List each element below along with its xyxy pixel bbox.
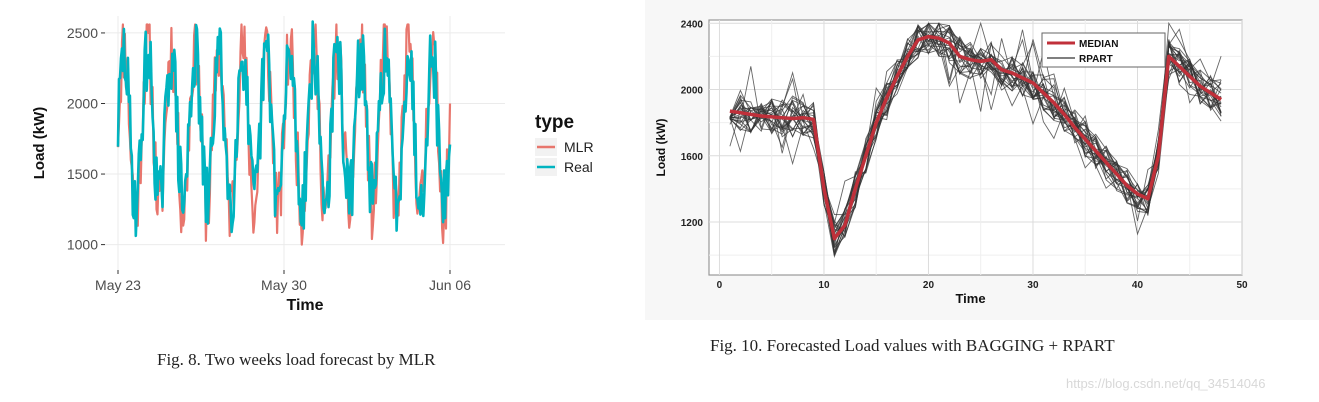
watermark: https://blog.csdn.net/qq_34514046 [1066,376,1266,391]
y-tick-label: 2000 [681,86,704,97]
x-axis-title: Time [955,291,985,306]
legend-label-real: Real [564,159,593,175]
chart-bagging-rpart: 1200 1600 2000 2400 0 10 20 30 40 50 Time Load (kW)… [645,0,1319,320]
legend-label-median: MEDIAN [1079,39,1118,50]
y-tick-label: 2400 [681,19,704,30]
series-line-median [729,34,1223,241]
caption-fig8: Fig. 8. Two weeks load forecast by MLR [157,350,436,369]
y-tick-label: 1500 [67,166,98,182]
legend-label-rpart: RPART [1079,54,1113,65]
x-tick-label: May 30 [261,277,307,293]
x-tick-label: May 23 [95,277,141,293]
y-tick-label: 1200 [681,218,704,229]
legend-title: type [535,112,574,133]
y-tick-label: 1600 [681,152,704,163]
x-tick-label: 10 [818,280,830,291]
y-tick-label: 1000 [67,237,98,253]
y-axis-title: Load (kW) [654,119,668,177]
series-line-rpart [729,24,1222,238]
series-line-real [116,20,452,238]
series-line-mlr [116,23,452,246]
x-tick-label: 20 [923,280,935,291]
x-tick-label: 30 [1027,280,1039,291]
series-line-rpart [729,37,1222,233]
y-tick-label: 2500 [67,25,98,41]
x-tick-label: 40 [1132,280,1144,291]
series-line-rpart [729,22,1222,249]
x-tick-label: 50 [1236,280,1248,291]
x-tick-label: Jun 06 [429,277,471,293]
x-tick-label: 0 [717,280,723,291]
y-tick-label: 2000 [67,95,98,111]
legend-label-mlr: MLR [564,139,594,155]
legend-box [1041,32,1166,68]
caption-fig10: Fig. 10. Forecasted Load values with BAG… [710,336,1115,355]
series-line-rpart [729,21,1222,248]
series-line-rpart [729,25,1222,236]
chart-mlr-forecast: 1000 1500 2000 2500 May 23 May 30 Jun 06 Time Lo… [0,0,640,330]
y-axis-title: Load (kW) [31,107,48,180]
series-line-rpart [729,30,1222,238]
x-axis-title: Time [286,297,323,314]
